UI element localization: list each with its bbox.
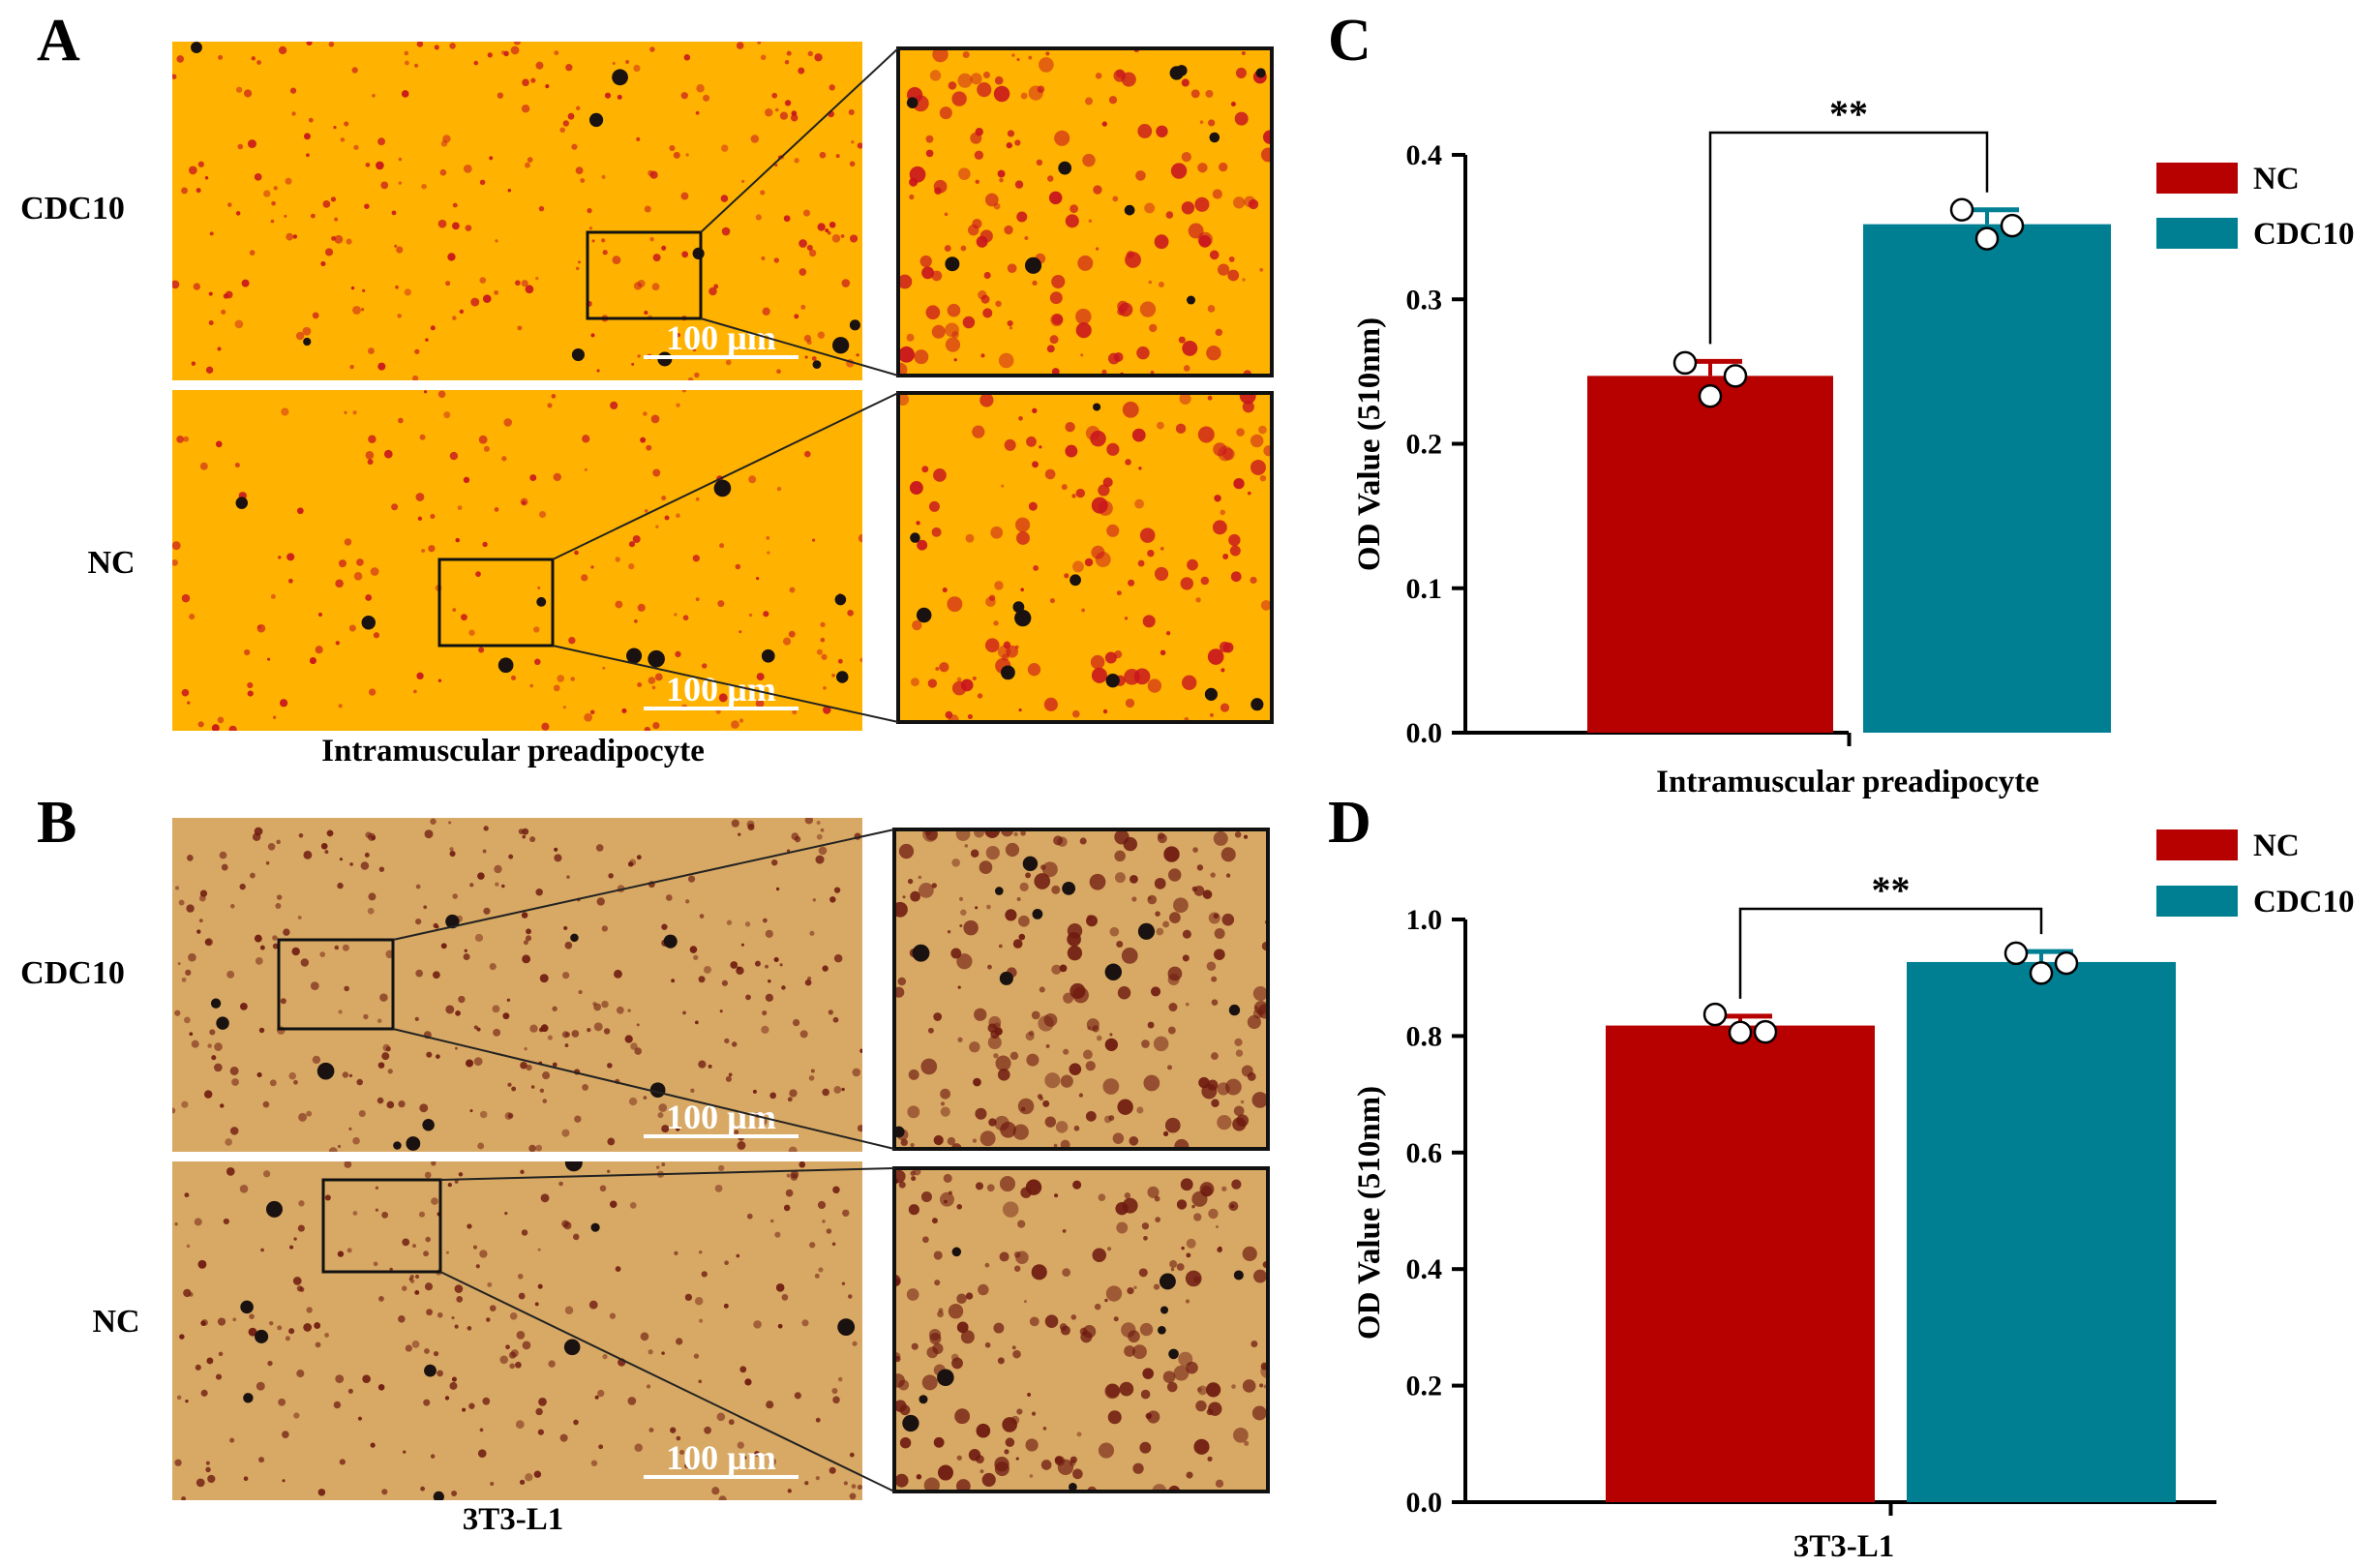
y-tick-label: 1.0 (1406, 904, 1443, 936)
significance-bracket (1738, 907, 2043, 999)
zoom-box (321, 1178, 442, 1274)
legend: NC CDC10 (2156, 829, 2355, 919)
legend-swatch-nc (2156, 163, 2238, 194)
legend-swatch-cdc10 (2156, 886, 2238, 917)
x-axis-title: 3T3-L1 (1793, 1529, 1895, 1564)
panel-b-cdc10-micrograph: 100 µm (172, 818, 862, 1152)
y-tick-label: 0.0 (1406, 717, 1443, 749)
panel-b-caption: 3T3-L1 (463, 1502, 564, 1537)
legend-label-nc: NC (2253, 829, 2300, 863)
y-tick-label: 0.3 (1406, 284, 1443, 316)
zoom-box (437, 557, 555, 648)
y-tick-label: 0.2 (1406, 1371, 1443, 1402)
data-point-nc (1728, 1020, 1753, 1045)
y-tick-label: 0.0 (1406, 1487, 1443, 1519)
y-tick-label: 0.8 (1406, 1020, 1443, 1052)
data-point-cdc10 (2003, 941, 2029, 966)
panel-a-nc-inset (896, 391, 1274, 724)
data-point-cdc10 (2000, 213, 2025, 238)
legend: NC CDC10 (2156, 162, 2355, 252)
panel-b-row-label-nc: NC (92, 1304, 139, 1340)
scale-bar (644, 355, 798, 359)
scale-bar (644, 1134, 798, 1138)
panel-b-letter: B (37, 790, 76, 856)
scale-bar-label: 100 µm (666, 1438, 776, 1477)
zoom-box (277, 938, 395, 1031)
chart-c: C 0.0 0.1 0.2 0.3 0.4 OD Value (510nm) Intra… (1328, 8, 2355, 799)
legend-label-cdc10: CDC10 (2253, 885, 2355, 919)
scale-bar (644, 1475, 798, 1479)
data-point-nc (1698, 383, 1723, 408)
legend-label-nc: NC (2253, 162, 2300, 196)
scale-bar-label: 100 µm (666, 670, 776, 708)
data-point-nc (1723, 364, 1748, 388)
panel-a-cdc10-micrograph: 100 µm (172, 42, 862, 380)
x-axis-title: Intramuscular preadipocyte (1656, 765, 2039, 799)
data-point-cdc10 (1974, 226, 2000, 251)
y-tick-label: 0.6 (1406, 1137, 1443, 1169)
data-point-cdc10 (1949, 197, 1974, 222)
panel-b-zoom-connectors (392, 829, 895, 1492)
data-point-cdc10 (2029, 961, 2054, 985)
legend-swatch-cdc10 (2156, 218, 2238, 249)
data-point-cdc10 (2054, 950, 2079, 976)
significance-label: ** (1872, 868, 1911, 912)
scale-bar (644, 707, 798, 710)
data-point-nc (1702, 1002, 1728, 1027)
bar-nc (1587, 376, 1833, 733)
legend-swatch-nc (2156, 829, 2238, 860)
zoom-box (586, 230, 703, 320)
panel-a-zoom-connectors (552, 47, 899, 723)
y-tick-label: 0.1 (1406, 573, 1443, 605)
chart-d-letter: D (1328, 790, 1371, 856)
significance-bracket (1708, 131, 1989, 345)
y-axis-title: OD Value (510nm) (1352, 317, 1387, 571)
panel-b-cdc10-inset (892, 828, 1270, 1151)
y-axis-title: OD Value (510nm) (1352, 1086, 1387, 1340)
panel-a-cdc10-inset (896, 46, 1274, 377)
panel-b-nc-micrograph: 100 µm (172, 1161, 862, 1500)
panel-a-row-label-nc: NC (87, 545, 135, 581)
y-tick-label: 0.4 (1406, 1253, 1443, 1285)
data-point-nc (1672, 350, 1698, 376)
panel-b-nc-inset (892, 1166, 1270, 1493)
significance-label: ** (1829, 92, 1868, 136)
bar-cdc10 (1907, 961, 2176, 1502)
chart-d: D 0.0 0.2 0.4 0.6 0.8 1.0 OD Value (510nm) 3T… (1328, 790, 2355, 1564)
panel-a-row-label-cdc10: CDC10 (20, 191, 125, 226)
panel-a-letter: A (37, 8, 80, 74)
panel-a-nc-micrograph: 100 µm (172, 390, 862, 731)
y-tick-label: 0.2 (1406, 429, 1443, 461)
data-point-nc (1753, 1019, 1778, 1044)
chart-c-letter: C (1328, 8, 1371, 74)
bar-nc (1606, 1025, 1875, 1502)
panel-a-caption: Intramuscular preadipocyte (321, 734, 705, 768)
panel-b-row-label-cdc10: CDC10 (20, 955, 125, 991)
y-tick-label: 0.4 (1406, 139, 1443, 171)
legend-label-cdc10: CDC10 (2253, 217, 2355, 252)
bar-cdc10 (1863, 224, 2111, 733)
